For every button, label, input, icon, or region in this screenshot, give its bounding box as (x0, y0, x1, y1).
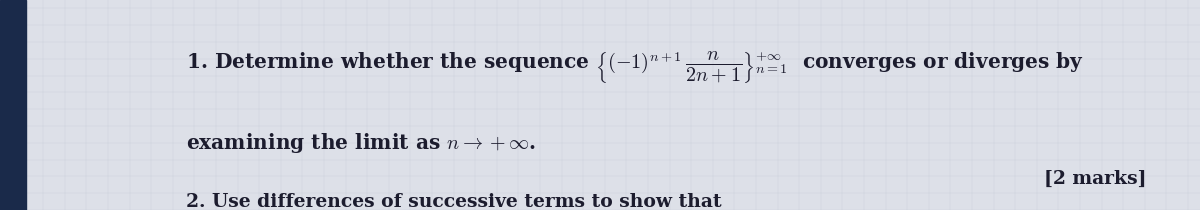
Text: 1. Determine whether the sequence $\left\{(-1)^{n+1}\,\dfrac{n}{2n+1}\right\}_{n: 1. Determine whether the sequence $\left… (186, 49, 1084, 85)
Text: 2. Use differences of successive terms to show that: 2. Use differences of successive terms t… (186, 193, 721, 210)
Bar (0, 0, 26, 210)
Text: examining the limit as $n \rightarrow +\infty$.: examining the limit as $n \rightarrow +\… (186, 131, 536, 155)
Text: [2 marks]: [2 marks] (1044, 169, 1146, 188)
